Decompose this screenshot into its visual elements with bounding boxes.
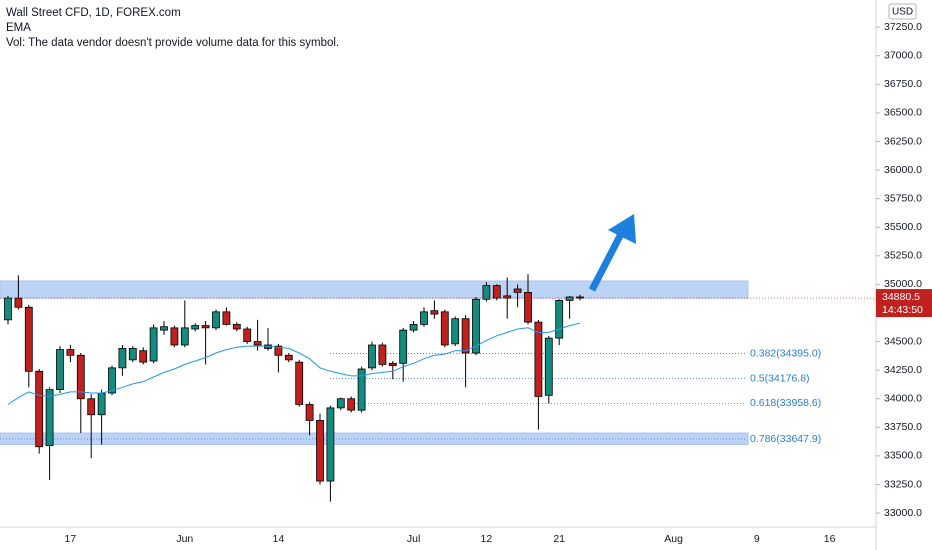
candle-body <box>139 350 148 363</box>
candle-body <box>576 296 584 299</box>
countdown: 14:43:50 <box>882 304 923 316</box>
zone <box>0 432 749 445</box>
candle-body <box>128 348 137 361</box>
candle-body <box>326 407 335 482</box>
candle-body <box>409 324 418 331</box>
candle-body <box>513 288 522 293</box>
ema-line <box>7 322 581 405</box>
candle-body <box>274 345 283 356</box>
x-tick-label: 16 <box>824 533 836 545</box>
candle-body <box>295 361 304 405</box>
candle-body <box>357 368 366 411</box>
y-tick-label: 37250.0 <box>884 21 922 33</box>
candle-body <box>222 311 231 325</box>
x-tick-label: 17 <box>65 533 77 545</box>
candle-body <box>482 285 491 300</box>
candle-body <box>347 398 356 411</box>
candle-body <box>212 311 220 329</box>
subtitle: Vol: The data vendor doesn't provide vol… <box>6 37 339 49</box>
y-tick-label: 36000.0 <box>884 164 922 176</box>
y-tick-label: 34000.0 <box>884 393 922 405</box>
candle-body <box>66 349 75 356</box>
candle-body <box>35 370 44 448</box>
candle-body <box>24 306 33 372</box>
candle-body <box>399 329 408 364</box>
y-tick-label: 36750.0 <box>884 78 922 90</box>
arrow-head <box>608 214 636 244</box>
candle-body <box>56 349 64 390</box>
candle-body <box>160 326 168 331</box>
candle-body <box>4 297 12 321</box>
candle-body <box>118 348 127 369</box>
fib-label: 0.618(33958.6) <box>750 397 821 409</box>
candle-body <box>201 325 210 329</box>
candle-body <box>388 362 397 366</box>
candle-body <box>108 367 116 394</box>
candle-body <box>555 300 564 339</box>
candle-body <box>378 344 387 365</box>
y-tick-label: 36500.0 <box>884 107 922 119</box>
candle-body <box>305 404 314 421</box>
y-tick-label: 36250.0 <box>884 135 922 147</box>
candle-body <box>336 398 345 409</box>
candle-body <box>87 398 96 416</box>
x-tick-label: 12 <box>481 533 493 545</box>
x-tick-label: Jun <box>176 533 193 545</box>
candle-body <box>368 344 376 369</box>
candle-body <box>420 311 428 325</box>
candle-body <box>232 324 241 330</box>
candle-body <box>472 298 480 354</box>
candle-body <box>170 327 179 346</box>
last-price: 34880.5 <box>882 291 920 303</box>
candle-body <box>76 354 85 400</box>
y-tick-label: 35500.0 <box>884 221 922 233</box>
x-tick-label: Aug <box>664 533 683 545</box>
y-tick-label: 33250.0 <box>884 478 922 490</box>
y-tick-label: 33500.0 <box>884 450 922 462</box>
y-tick-label: 37000.0 <box>884 50 922 62</box>
candle-body <box>284 354 293 361</box>
x-tick-label: 9 <box>754 533 760 545</box>
zone <box>0 280 749 299</box>
candle-body <box>544 337 553 396</box>
candle-body <box>316 420 324 482</box>
candle-body <box>534 321 543 397</box>
candle-body <box>492 285 501 299</box>
x-tick-label: 21 <box>553 533 565 545</box>
candle-body <box>97 392 106 416</box>
y-tick-label: 33750.0 <box>884 421 922 433</box>
candle-body <box>14 297 23 308</box>
y-tick-label: 33000.0 <box>884 507 922 519</box>
currency-box <box>888 3 917 20</box>
y-tick-label: 35250.0 <box>884 250 922 262</box>
y-tick-label: 34500.0 <box>884 335 922 347</box>
y-tick-label: 35750.0 <box>884 192 922 204</box>
chart-title: Wall Street CFD, 1D, FOREX.com <box>6 7 181 19</box>
indicator-label: EMA <box>6 22 31 34</box>
candle-body <box>180 327 189 346</box>
fib-label: 0.382(34395.0) <box>750 347 821 359</box>
candle-body <box>461 318 470 354</box>
x-tick-label: Jul <box>407 533 420 545</box>
candle-body <box>524 292 532 323</box>
candle-body <box>45 389 54 447</box>
candle-body <box>253 341 262 346</box>
candle-body <box>149 327 158 362</box>
fib-label: 0.786(33647.9) <box>750 433 821 445</box>
y-tick-label: 35000.0 <box>884 278 922 290</box>
candle-body <box>440 311 449 346</box>
candle-body <box>430 310 439 315</box>
arrow <box>588 230 626 292</box>
y-tick-label: 34250.0 <box>884 364 922 376</box>
last-price-badge <box>876 289 932 318</box>
candle-body <box>243 328 252 342</box>
currency: USD <box>892 7 913 18</box>
candle-body <box>191 325 200 330</box>
x-tick-label: 14 <box>273 533 285 545</box>
candle-body <box>451 318 460 345</box>
candle-body <box>565 296 574 301</box>
fib-label: 0.5(34176.8) <box>750 372 810 384</box>
